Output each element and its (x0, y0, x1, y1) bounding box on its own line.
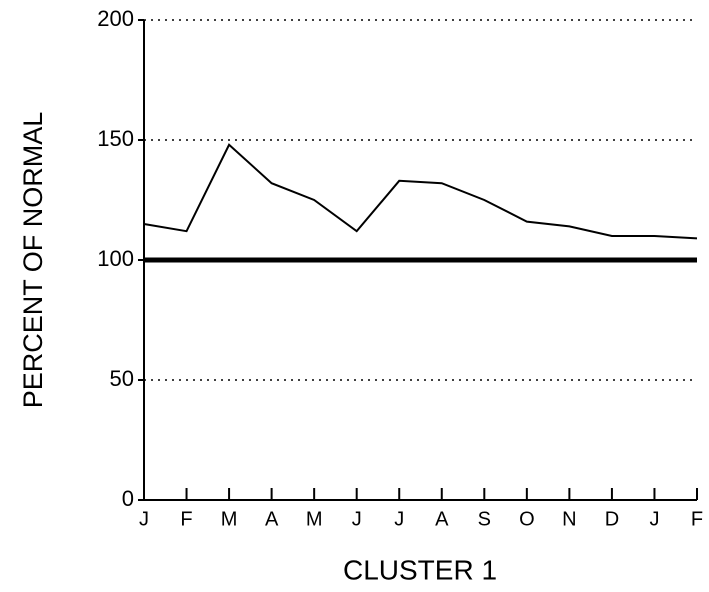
x-tick-label: A (265, 508, 279, 530)
y-tick-label: 150 (97, 126, 134, 151)
x-tick-label: F (691, 508, 703, 530)
x-tick-label: J (352, 508, 362, 530)
x-tick-label: J (394, 508, 404, 530)
x-tick-label: F (180, 508, 192, 530)
x-tick-label: D (605, 508, 619, 530)
x-tick-label: J (139, 508, 149, 530)
x-tick-label: J (649, 508, 659, 530)
x-tick-label: S (478, 508, 491, 530)
y-tick-label: 50 (110, 366, 134, 391)
x-tick-label: M (306, 508, 323, 530)
x-tick-label: O (519, 508, 535, 530)
x-axis-label: CLUSTER 1 (343, 554, 497, 585)
y-tick-label: 200 (97, 6, 134, 31)
y-axis-label: PERCENT OF NORMAL (18, 112, 48, 409)
data-line (143, 143, 698, 240)
y-tick-label: 100 (97, 246, 134, 271)
x-tick-label: A (435, 508, 449, 530)
x-tick-label: N (562, 508, 576, 530)
x-tick-label: M (221, 508, 238, 530)
y-tick-label: 0 (122, 486, 134, 511)
